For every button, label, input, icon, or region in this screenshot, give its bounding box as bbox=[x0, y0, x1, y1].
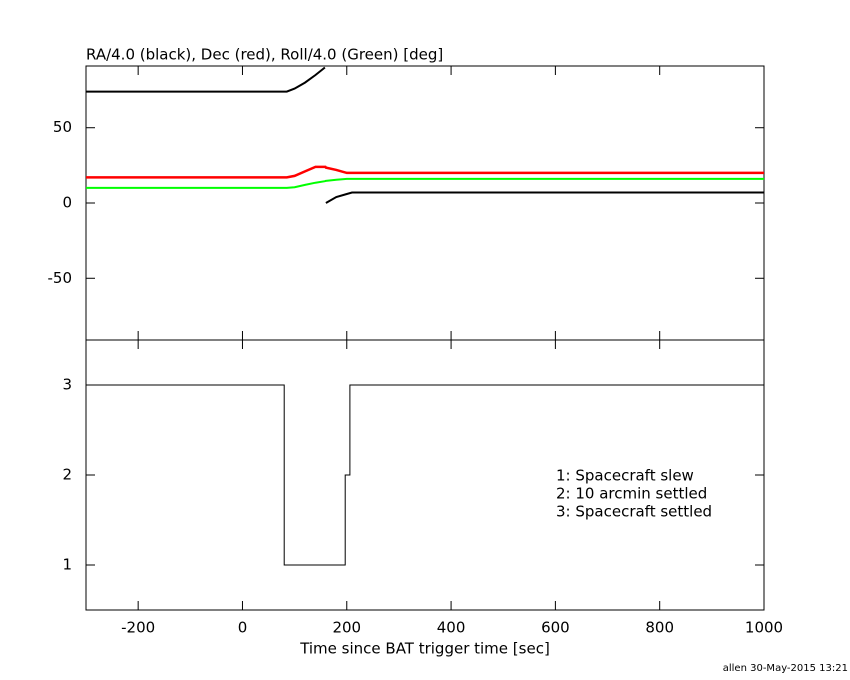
y-tick-label: -50 bbox=[48, 269, 73, 287]
y-tick-label: 0 bbox=[62, 194, 72, 212]
x-axis-label: Time since BAT trigger time [sec] bbox=[299, 640, 550, 658]
data-line bbox=[86, 165, 764, 179]
y-tick-label: 1 bbox=[62, 556, 72, 574]
annotation: 1: Spacecraft slew bbox=[556, 467, 694, 485]
data-line bbox=[86, 384, 764, 566]
x-tick-label: -200 bbox=[121, 619, 155, 637]
annotation: 3: Spacecraft settled bbox=[556, 503, 712, 521]
y-tick-label: 2 bbox=[62, 466, 72, 484]
x-tick-label: 0 bbox=[238, 619, 248, 637]
plot-frame bbox=[85, 65, 765, 341]
chart-title: RA/4.0 (black), Dec (red), Roll/4.0 (Gre… bbox=[86, 46, 443, 64]
y-tick-label: 3 bbox=[62, 376, 72, 394]
data-line bbox=[86, 66, 764, 204]
data-line bbox=[86, 177, 764, 189]
x-tick-label: 200 bbox=[332, 619, 361, 637]
x-tick-label: 1000 bbox=[745, 619, 783, 637]
y-tick-label: 50 bbox=[53, 118, 72, 136]
x-tick-label: 400 bbox=[437, 619, 466, 637]
credit: allen 30-May-2015 13:21 bbox=[723, 663, 848, 674]
x-tick-label: 800 bbox=[645, 619, 674, 637]
x-tick-label: 600 bbox=[541, 619, 570, 637]
annotation: 2: 10 arcmin settled bbox=[556, 485, 707, 503]
